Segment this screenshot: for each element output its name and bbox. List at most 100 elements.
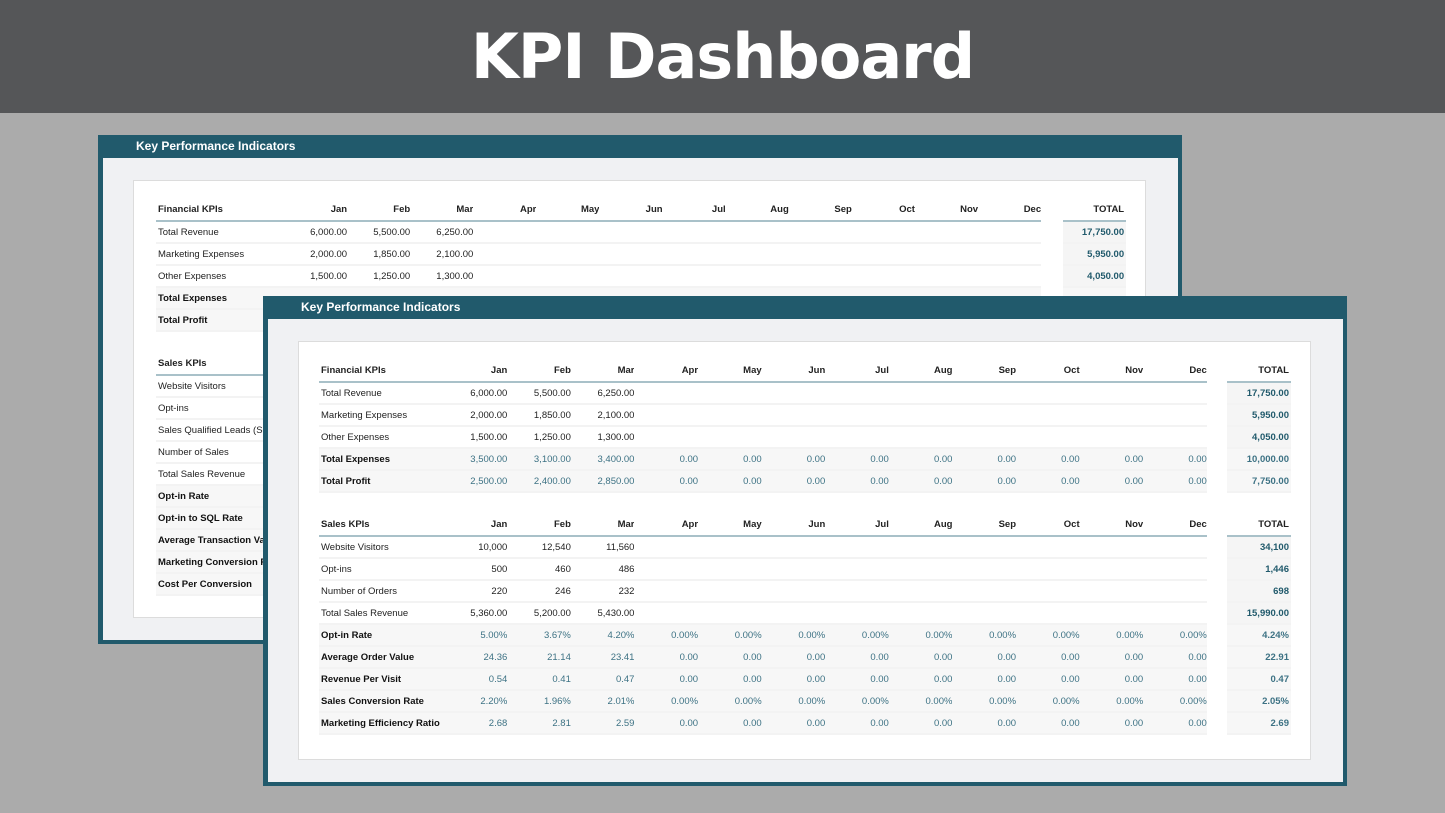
cell-value[interactable] xyxy=(536,265,600,288)
cell-value[interactable]: 0.00% xyxy=(1016,624,1080,647)
cell-value[interactable]: 0.00% xyxy=(1079,690,1144,713)
cell-value[interactable]: 0.00% xyxy=(888,690,953,713)
cell-value[interactable] xyxy=(473,243,537,266)
cell-value[interactable] xyxy=(1143,382,1207,405)
cell-value[interactable] xyxy=(851,265,915,288)
cell-value[interactable] xyxy=(634,558,699,581)
cell-value[interactable]: 3,500.00 xyxy=(443,448,508,471)
cell-value[interactable]: 1,250.00 xyxy=(507,426,571,449)
cell-value[interactable] xyxy=(1079,536,1144,559)
cell-value[interactable]: 2,000.00 xyxy=(284,243,348,266)
cell-value[interactable] xyxy=(1079,602,1144,625)
cell-value[interactable]: 3,100.00 xyxy=(507,448,571,471)
cell-value[interactable] xyxy=(952,580,1017,603)
cell-value[interactable] xyxy=(888,602,953,625)
cell-value[interactable]: 0.00 xyxy=(888,470,953,493)
cell-value[interactable]: 0.00 xyxy=(1143,668,1207,691)
cell-value[interactable] xyxy=(952,404,1017,427)
cell-value[interactable]: 1,300.00 xyxy=(410,265,474,288)
cell-value[interactable] xyxy=(888,558,953,581)
cell-value[interactable]: 0.00 xyxy=(698,668,762,691)
cell-value[interactable]: 6,250.00 xyxy=(410,221,474,244)
cell-value[interactable] xyxy=(1143,558,1207,581)
cell-value[interactable]: 0.00 xyxy=(634,668,699,691)
cell-value[interactable]: 0.00 xyxy=(825,712,889,735)
cell-value[interactable]: 0.00 xyxy=(825,668,889,691)
cell-value[interactable]: 0.00 xyxy=(1079,448,1144,471)
cell-value[interactable] xyxy=(634,404,699,427)
cell-value[interactable]: 0.00% xyxy=(825,624,889,647)
cell-value[interactable] xyxy=(698,558,762,581)
cell-value[interactable]: 0.00 xyxy=(1016,470,1080,493)
cell-value[interactable]: 0.00% xyxy=(634,690,699,713)
cell-value[interactable]: 1,850.00 xyxy=(347,243,411,266)
cell-value[interactable] xyxy=(599,221,663,244)
cell-value[interactable]: 10,000 xyxy=(443,536,508,559)
cell-value[interactable] xyxy=(662,265,726,288)
cell-value[interactable]: 2.59 xyxy=(570,712,635,735)
cell-value[interactable] xyxy=(1079,580,1144,603)
cell-value[interactable]: 2.68 xyxy=(443,712,508,735)
cell-value[interactable]: 0.00 xyxy=(1079,712,1144,735)
cell-value[interactable]: 0.00% xyxy=(698,690,762,713)
cell-value[interactable]: 1,500.00 xyxy=(443,426,508,449)
cell-value[interactable]: 1,850.00 xyxy=(507,404,571,427)
cell-value[interactable]: 0.00 xyxy=(825,646,889,669)
cell-value[interactable] xyxy=(888,580,953,603)
cell-value[interactable]: 11,560 xyxy=(570,536,635,559)
cell-value[interactable] xyxy=(634,382,699,405)
cell-value[interactable]: 0.00 xyxy=(952,668,1017,691)
cell-value[interactable]: 0.00 xyxy=(888,668,953,691)
cell-value[interactable] xyxy=(1143,404,1207,427)
cell-value[interactable]: 0.47 xyxy=(570,668,635,691)
cell-value[interactable]: 0.00% xyxy=(952,690,1017,713)
cell-value[interactable] xyxy=(1016,404,1080,427)
cell-value[interactable]: 0.00 xyxy=(952,470,1017,493)
cell-value[interactable] xyxy=(698,404,762,427)
cell-value[interactable]: 2.81 xyxy=(507,712,571,735)
cell-value[interactable] xyxy=(825,536,889,559)
cell-value[interactable] xyxy=(825,580,889,603)
cell-value[interactable]: 0.00% xyxy=(1079,624,1144,647)
cell-value[interactable] xyxy=(761,404,826,427)
cell-value[interactable] xyxy=(1079,404,1144,427)
cell-value[interactable] xyxy=(888,382,953,405)
cell-value[interactable] xyxy=(952,602,1017,625)
cell-value[interactable]: 0.00 xyxy=(761,448,826,471)
cell-value[interactable]: 2,400.00 xyxy=(507,470,571,493)
cell-value[interactable]: 5,500.00 xyxy=(347,221,411,244)
cell-value[interactable]: 0.00 xyxy=(888,448,953,471)
cell-value[interactable]: 0.00 xyxy=(1143,448,1207,471)
cell-value[interactable] xyxy=(1016,536,1080,559)
cell-value[interactable]: 0.00 xyxy=(761,668,826,691)
cell-value[interactable]: 0.00 xyxy=(634,470,699,493)
cell-value[interactable]: 0.00% xyxy=(888,624,953,647)
cell-value[interactable]: 0.00% xyxy=(698,624,762,647)
cell-value[interactable] xyxy=(634,580,699,603)
cell-value[interactable]: 0.00 xyxy=(1143,712,1207,735)
cell-value[interactable]: 460 xyxy=(507,558,571,581)
cell-value[interactable] xyxy=(825,602,889,625)
cell-value[interactable] xyxy=(888,404,953,427)
cell-value[interactable]: 0.00 xyxy=(761,646,826,669)
cell-value[interactable] xyxy=(1143,602,1207,625)
cell-value[interactable] xyxy=(761,602,826,625)
cell-value[interactable]: 2,100.00 xyxy=(570,404,635,427)
cell-value[interactable] xyxy=(1143,580,1207,603)
cell-value[interactable] xyxy=(888,536,953,559)
cell-value[interactable] xyxy=(1079,426,1144,449)
cell-value[interactable] xyxy=(698,602,762,625)
cell-value[interactable] xyxy=(825,382,889,405)
cell-value[interactable] xyxy=(725,221,789,244)
cell-value[interactable]: 0.00 xyxy=(1016,448,1080,471)
cell-value[interactable]: 2.20% xyxy=(443,690,508,713)
cell-value[interactable] xyxy=(952,382,1017,405)
cell-value[interactable]: 0.00% xyxy=(761,690,826,713)
cell-value[interactable] xyxy=(851,221,915,244)
cell-value[interactable]: 0.00 xyxy=(952,712,1017,735)
cell-value[interactable]: 0.00 xyxy=(698,448,762,471)
cell-value[interactable]: 0.00 xyxy=(1143,646,1207,669)
cell-value[interactable] xyxy=(788,221,852,244)
cell-value[interactable]: 0.00% xyxy=(825,690,889,713)
cell-value[interactable] xyxy=(1143,536,1207,559)
